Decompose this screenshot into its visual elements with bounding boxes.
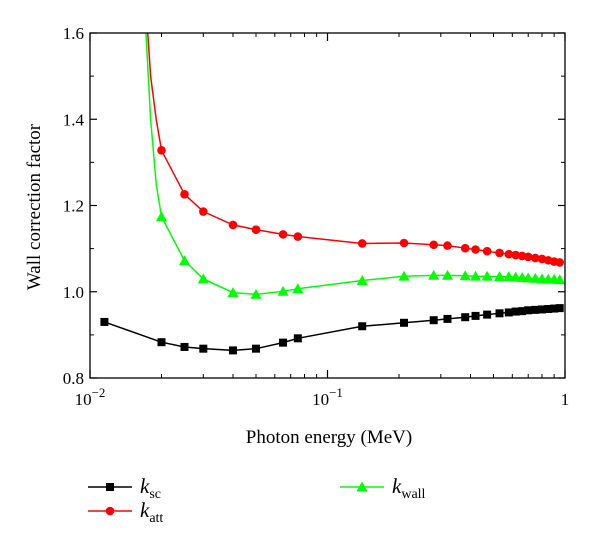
data-point: [293, 232, 303, 241]
data-point: [228, 346, 237, 355]
y-tick-label: 1.6: [63, 24, 84, 43]
series-k-wall: [145, 33, 565, 299]
data-point: [504, 249, 514, 259]
legend-label-subscript: wall: [401, 487, 425, 502]
legend-label: kwall: [392, 474, 426, 502]
legend-marker: [106, 483, 114, 491]
data-point: [495, 309, 504, 318]
data-point: [293, 334, 302, 343]
data-point: [554, 274, 565, 285]
legend-label: katt: [140, 498, 163, 526]
data-point: [524, 306, 533, 315]
y-tick-label: 1.0: [63, 283, 84, 302]
legend-label-subscript: sc: [149, 487, 161, 502]
data-point: [471, 245, 480, 254]
data-point: [398, 270, 410, 281]
data-point: [511, 307, 520, 316]
data-point: [199, 207, 208, 216]
data-point: [157, 338, 166, 347]
data-point: [180, 342, 189, 351]
data-point: [100, 317, 109, 326]
data-point: [443, 241, 452, 250]
data-point: [278, 230, 288, 239]
data-point: [511, 250, 520, 260]
data-point: [529, 272, 541, 283]
x-tick-label: 1: [561, 390, 570, 409]
data-point: [228, 220, 238, 230]
series-k-att: [146, 33, 565, 267]
y-axis-title: Wall correction factor: [24, 123, 45, 290]
data-point: [544, 305, 553, 313]
data-point: [443, 314, 452, 323]
data-point: [483, 310, 492, 319]
data-point: [252, 344, 261, 353]
y-tick-label: 0.8: [63, 369, 84, 388]
legend-label-subscript: att: [149, 511, 163, 526]
data-point: [155, 211, 167, 222]
legend-item-k-wall: kwall: [340, 474, 426, 502]
data-point: [531, 253, 540, 263]
data-point: [251, 225, 261, 234]
data-point: [461, 313, 470, 322]
data-point: [481, 270, 493, 281]
x-tick-exponent: −2: [92, 385, 106, 400]
data-point: [494, 271, 506, 282]
data-point: [531, 305, 540, 314]
data-point: [460, 243, 470, 253]
data-point: [522, 272, 534, 283]
y-tick-label: 1.2: [63, 197, 84, 216]
data-point: [518, 307, 527, 316]
data-point: [199, 344, 208, 353]
data-point: [470, 270, 482, 281]
legend-marker: [105, 506, 115, 516]
data-point: [157, 146, 166, 155]
plot-area: [100, 33, 565, 355]
data-point: [550, 304, 559, 313]
x-tick-label: 10−1: [312, 385, 343, 409]
data-point: [503, 271, 515, 282]
data-point: [429, 316, 438, 325]
data-point: [279, 338, 288, 347]
data-point: [441, 269, 453, 280]
x-axis-title: Photon energy (MeV): [246, 427, 412, 448]
data-point: [292, 283, 304, 294]
data-point: [495, 248, 504, 258]
series-line: [104, 307, 560, 352]
data-point: [537, 305, 546, 314]
data-point: [277, 285, 289, 296]
legend-item-k-att: katt: [88, 498, 163, 526]
data-point: [429, 240, 439, 250]
data-point: [471, 311, 480, 320]
data-point: [504, 308, 513, 317]
legend-marker: [356, 481, 368, 492]
y-tick-label: 1.4: [63, 110, 85, 129]
plot-frame: [89, 32, 566, 379]
legend-item-k-sc: ksc: [88, 474, 161, 502]
data-point: [179, 255, 191, 266]
data-point: [227, 287, 239, 298]
data-point: [356, 275, 368, 285]
data-point: [482, 246, 492, 256]
data-point: [357, 239, 367, 248]
data-point: [555, 258, 565, 267]
data-point: [428, 269, 440, 280]
data-point: [358, 322, 367, 331]
x-tick-label: 10−2: [75, 385, 106, 409]
data-point: [250, 288, 262, 299]
x-tick-exponent: −1: [329, 385, 343, 400]
data-point: [555, 304, 564, 313]
axes: 0.8 1.0 1.2 1.4 1.6 10−2 10−1 1: [63, 24, 570, 409]
data-point: [459, 270, 471, 281]
y-axis-label: Wall correction factor: [24, 123, 45, 290]
data-point: [197, 273, 209, 284]
data-point: [523, 252, 533, 262]
data-point: [399, 238, 409, 248]
data-point: [400, 318, 409, 327]
data-point: [180, 189, 189, 199]
series-line: [146, 33, 560, 264]
series-k-sc: [100, 304, 564, 355]
